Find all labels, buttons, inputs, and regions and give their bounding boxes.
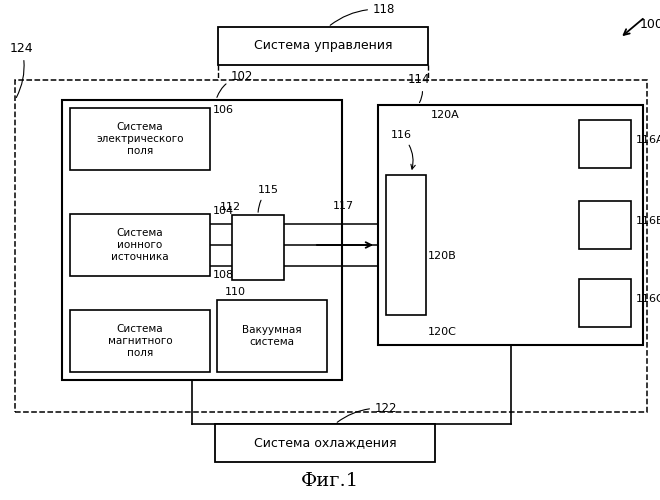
Text: Фиг.1: Фиг.1 bbox=[301, 472, 359, 490]
Bar bbox=[215, 424, 435, 462]
Bar bbox=[70, 214, 210, 276]
Text: 114: 114 bbox=[408, 73, 430, 102]
Text: 110: 110 bbox=[225, 287, 246, 297]
Bar bbox=[579, 120, 631, 168]
Text: 122: 122 bbox=[337, 402, 397, 422]
Text: 120B: 120B bbox=[428, 251, 457, 261]
Bar bbox=[70, 108, 210, 170]
Text: 108: 108 bbox=[213, 270, 234, 280]
Text: Система
электрического
поля: Система электрического поля bbox=[96, 122, 183, 156]
Text: 124: 124 bbox=[10, 42, 34, 98]
Text: 112: 112 bbox=[220, 202, 241, 212]
Bar bbox=[15, 80, 647, 412]
Text: 104: 104 bbox=[213, 206, 234, 216]
Bar bbox=[62, 100, 342, 380]
Bar bbox=[579, 279, 631, 327]
Bar bbox=[217, 300, 327, 372]
Text: 106: 106 bbox=[213, 105, 234, 115]
Text: 120C: 120C bbox=[428, 327, 457, 337]
Bar bbox=[579, 201, 631, 249]
Bar bbox=[386, 175, 426, 315]
Text: 102: 102 bbox=[217, 70, 253, 98]
Text: 120A: 120A bbox=[431, 110, 460, 120]
Bar bbox=[378, 105, 643, 345]
Text: 116: 116 bbox=[391, 130, 415, 169]
Bar bbox=[218, 27, 428, 65]
Text: Вакуумная
система: Вакуумная система bbox=[242, 325, 302, 347]
Text: 115: 115 bbox=[257, 185, 279, 212]
Bar bbox=[70, 310, 210, 372]
Text: 117: 117 bbox=[333, 201, 354, 211]
Text: 116A: 116A bbox=[636, 135, 660, 145]
Text: Система управления: Система управления bbox=[253, 40, 392, 52]
Text: 116B: 116B bbox=[636, 216, 660, 226]
Text: Система
ионного
источника: Система ионного источника bbox=[111, 228, 169, 262]
Text: Система
магнитного
поля: Система магнитного поля bbox=[108, 324, 172, 358]
Text: 118: 118 bbox=[330, 3, 395, 26]
Text: 116C: 116C bbox=[636, 294, 660, 304]
Bar bbox=[232, 215, 284, 280]
Text: 100: 100 bbox=[640, 18, 660, 31]
Text: Система охлаждения: Система охлаждения bbox=[253, 436, 396, 450]
